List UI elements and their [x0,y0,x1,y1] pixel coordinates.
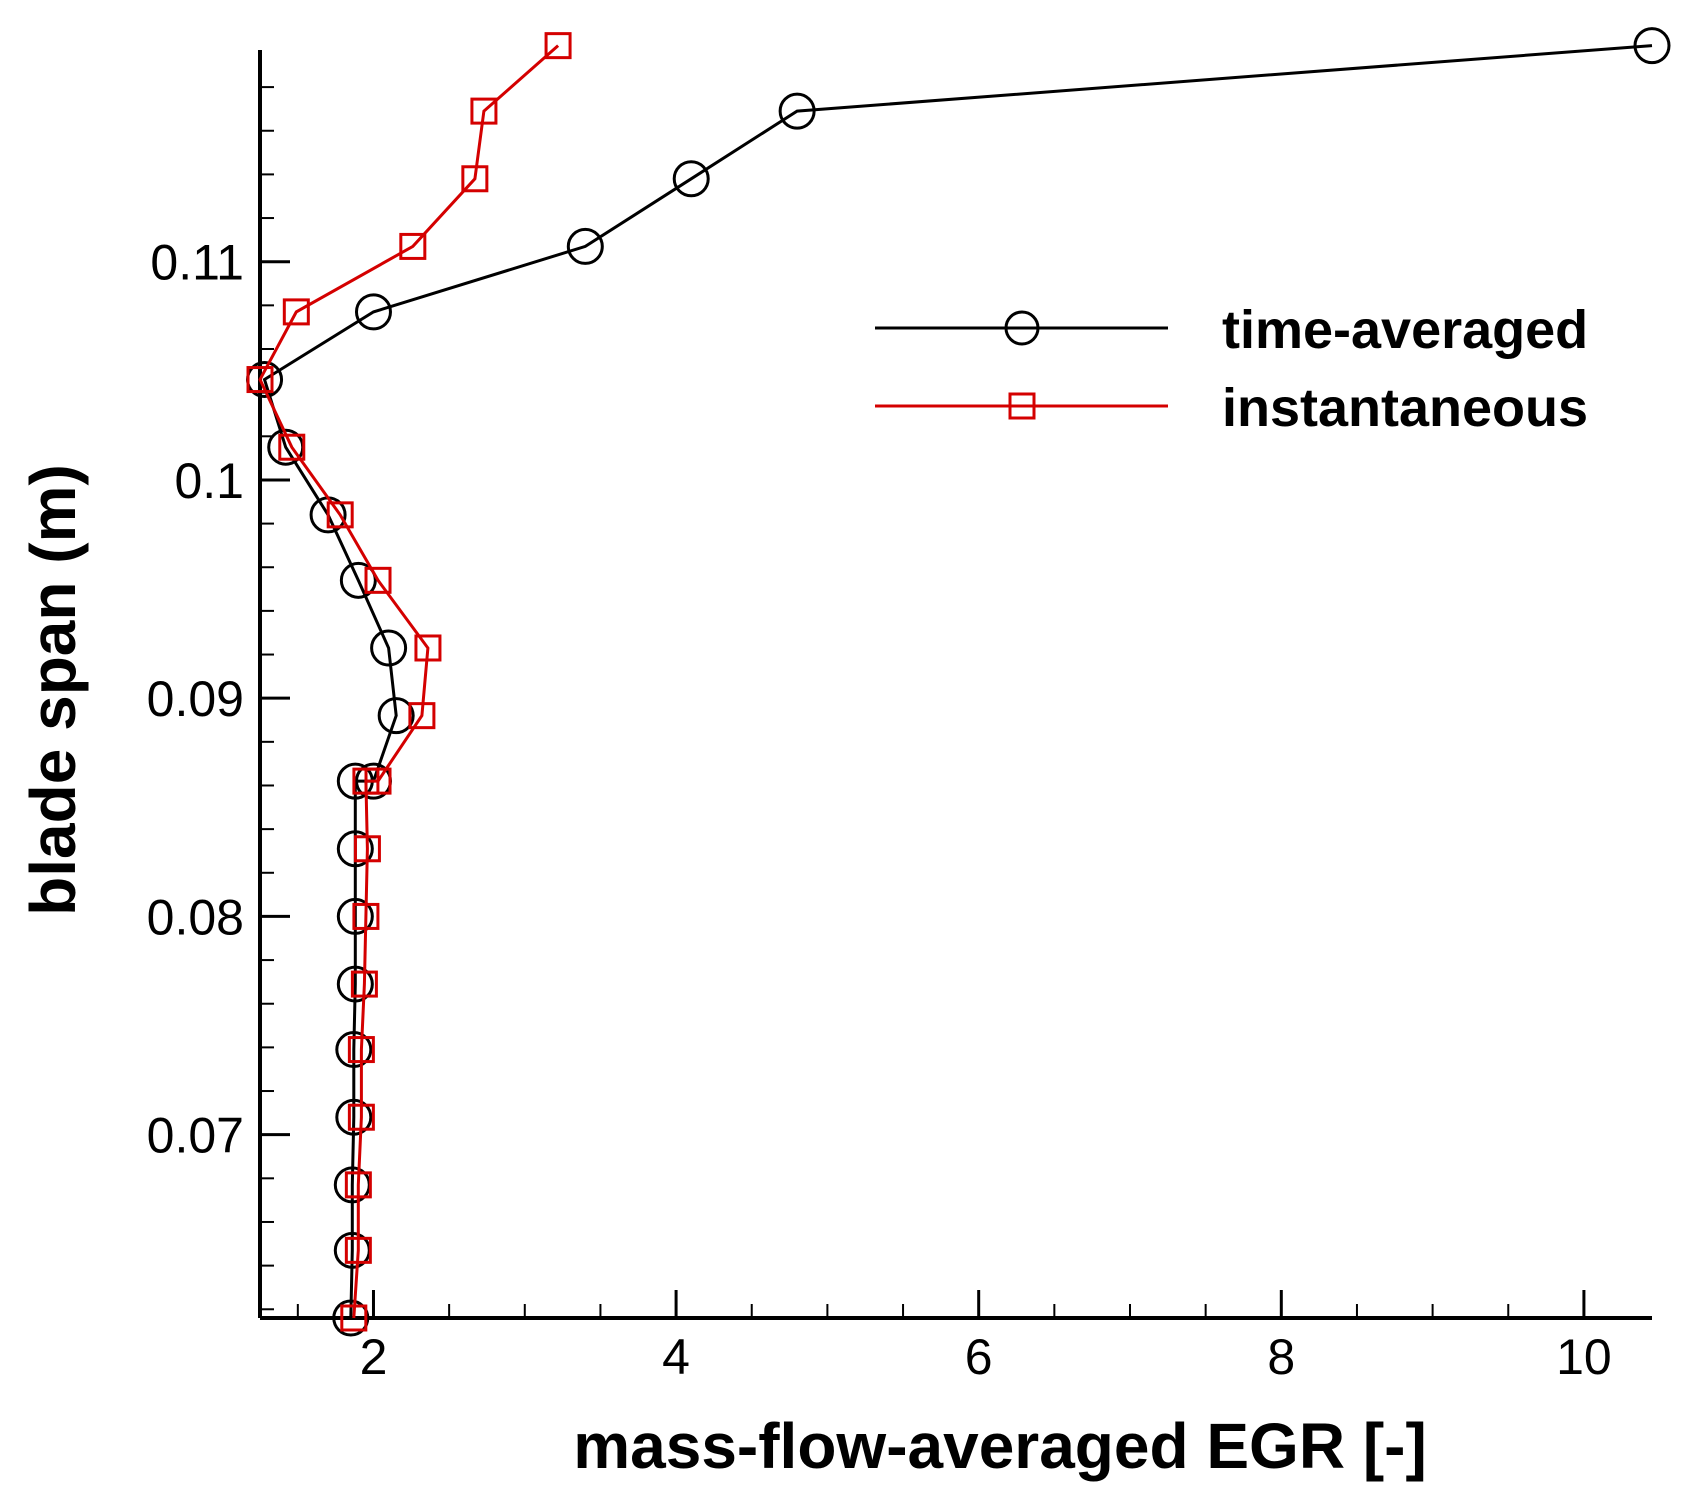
x-tick-label: 2 [360,1329,388,1385]
x-tick-label: 10 [1556,1329,1612,1385]
data-point-time-averaged [1633,27,1671,65]
legend-label-time-averaged: time-averaged [1222,300,1588,360]
data-point-instantaneous [470,97,498,125]
legend: time-averaged instantaneous [875,300,1588,438]
data-point-instantaneous [350,970,378,998]
x-tick-label: 6 [965,1329,993,1385]
series-line-time-averaged [262,44,1653,1319]
data-point-time-averaged [335,1031,373,1069]
legend-marker-time-averaged [1004,310,1040,346]
data-point-instantaneous [347,1036,375,1064]
data-point-time-averaged [336,830,374,868]
data-point-instantaneous [344,1171,372,1199]
y-axis-title: blade span (m) [17,464,89,916]
legend-label-instantaneous: instantaneous [1222,378,1588,438]
data-point-instantaneous [408,702,436,730]
x-tick-label: 8 [1267,1329,1295,1385]
data-point-instantaneous [364,566,392,594]
data-point-time-averaged [370,629,408,667]
data-point-instantaneous [340,1304,368,1332]
data-point-instantaneous [461,165,489,193]
y-tick-label: 0.11 [150,235,244,291]
data-point-time-averaged [778,92,816,130]
y-tick-label: 0.07 [147,1108,244,1164]
y-tick-label: 0.09 [147,671,244,727]
data-point-instantaneous [326,501,354,529]
data-point-instantaneous [399,232,427,260]
plot-area: 2 4 6 8 10 0.07 0.08 0.09 0.1 0.11 [147,27,1671,1385]
data-point-instantaneous [282,298,310,326]
data-point-time-averaged [354,293,392,331]
y-tick-label: 0.1 [174,453,244,509]
data-point-time-averaged [336,897,374,935]
data-point-instantaneous [278,433,306,461]
data-point-time-averaged [336,965,374,1003]
data-point-time-averaged [672,160,710,198]
data-point-instantaneous [347,1103,375,1131]
data-point-instantaneous [246,366,274,394]
data-point-time-averaged [335,1098,373,1136]
x-tick-label: 4 [662,1329,690,1385]
series-line-instantaneous [258,44,560,1319]
data-point-instantaneous [364,767,392,795]
data-point-instantaneous [544,32,572,60]
data-point-time-averaged [339,561,377,599]
data-point-instantaneous [414,634,442,662]
data-point-instantaneous [344,1236,372,1264]
legend-marker-instantaneous [1008,392,1036,420]
y-tick-label: 0.08 [147,889,244,945]
data-point-instantaneous [353,835,381,863]
data-point-time-averaged [566,227,604,265]
data-point-instantaneous [352,902,380,930]
data-point-time-averaged [332,1299,370,1337]
x-axis-title: mass-flow-averaged EGR [-] [573,1410,1427,1482]
data-point-time-averaged [377,697,415,735]
